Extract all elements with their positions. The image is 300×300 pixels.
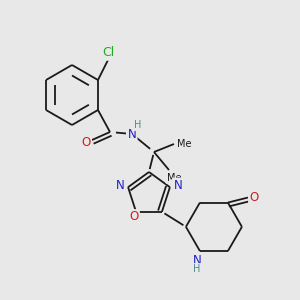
Text: H: H — [134, 120, 142, 130]
Text: O: O — [249, 191, 259, 204]
Text: Cl: Cl — [102, 46, 114, 59]
Text: N: N — [116, 179, 124, 192]
Text: O: O — [129, 210, 139, 223]
Text: H: H — [193, 264, 201, 274]
Text: N: N — [193, 254, 201, 266]
Text: Me: Me — [167, 173, 181, 183]
Text: Me: Me — [177, 139, 191, 149]
Text: N: N — [173, 179, 182, 192]
Text: O: O — [81, 136, 91, 148]
Text: N: N — [128, 128, 136, 140]
